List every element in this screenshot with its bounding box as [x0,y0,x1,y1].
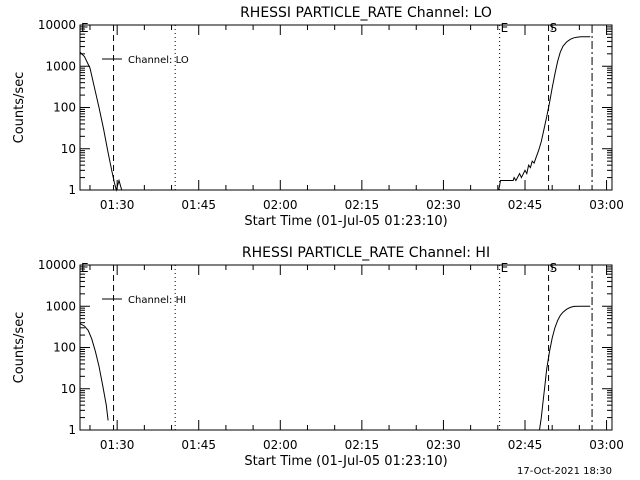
x-tick-label: 01:45 [181,438,216,452]
x-tick-label: 03:00 [589,198,624,212]
y-tick-label: 100 [53,341,76,355]
marker-label: S [550,261,558,275]
x-tick-label: 02:45 [508,438,543,452]
plot-frame [79,264,613,431]
marker-label: E [81,261,89,275]
legend-label: Channel: HI [128,295,186,306]
x-tick-label: 01:30 [100,438,135,452]
y-tick-label: 10000 [38,18,76,32]
y-tick-label: 10 [61,382,76,396]
marker-label: E [501,261,509,275]
chart-title: RHESSI PARTICLE_RATE Channel: HI [242,245,490,261]
x-tick-label: 02:15 [345,438,380,452]
y-tick-label: 1 [68,183,76,197]
x-tick-label: 03:00 [589,438,624,452]
chart-panel-lo: RHESSI PARTICLE_RATE Channel: LO Start Ti… [12,5,624,229]
x-tick-label: 02:30 [426,198,461,212]
series-line [539,305,591,431]
x-axis-label: Start Time (01-Jul-05 01:23:10) [244,454,447,469]
footer-timestamp: 17-Oct-2021 18:30 [517,466,612,477]
chart-title: RHESSI PARTICLE_RATE Channel: LO [240,5,492,21]
y-axis-label: Counts/sec [12,312,27,384]
x-tick-label: 02:00 [263,198,298,212]
series-line [79,51,123,192]
marker-label: S [550,21,558,35]
x-tick-label: 02:00 [263,438,298,452]
x-tick-label: 01:45 [181,198,216,212]
chart-panel-hi: RHESSI PARTICLE_RATE Channel: HI Start Ti… [12,245,624,469]
x-tick-label: 02:15 [345,198,380,212]
series-line [498,36,591,191]
legend-label: Channel: LO [128,55,189,66]
plot-frame [79,24,613,191]
marker-label: E [501,21,509,35]
marker-label: E [81,21,89,35]
y-tick-label: 10000 [38,258,76,272]
series-line [79,323,109,421]
y-axis-label: Counts/sec [12,72,27,144]
x-tick-label: 02:45 [508,198,543,212]
y-tick-label: 10 [61,142,76,156]
y-tick-label: 1 [68,423,76,437]
x-tick-label: 02:30 [426,438,461,452]
x-axis-label: Start Time (01-Jul-05 01:23:10) [244,214,447,229]
y-tick-label: 1000 [45,299,76,313]
y-tick-label: 100 [53,101,76,115]
x-tick-label: 01:30 [100,198,135,212]
y-tick-label: 1000 [45,59,76,73]
